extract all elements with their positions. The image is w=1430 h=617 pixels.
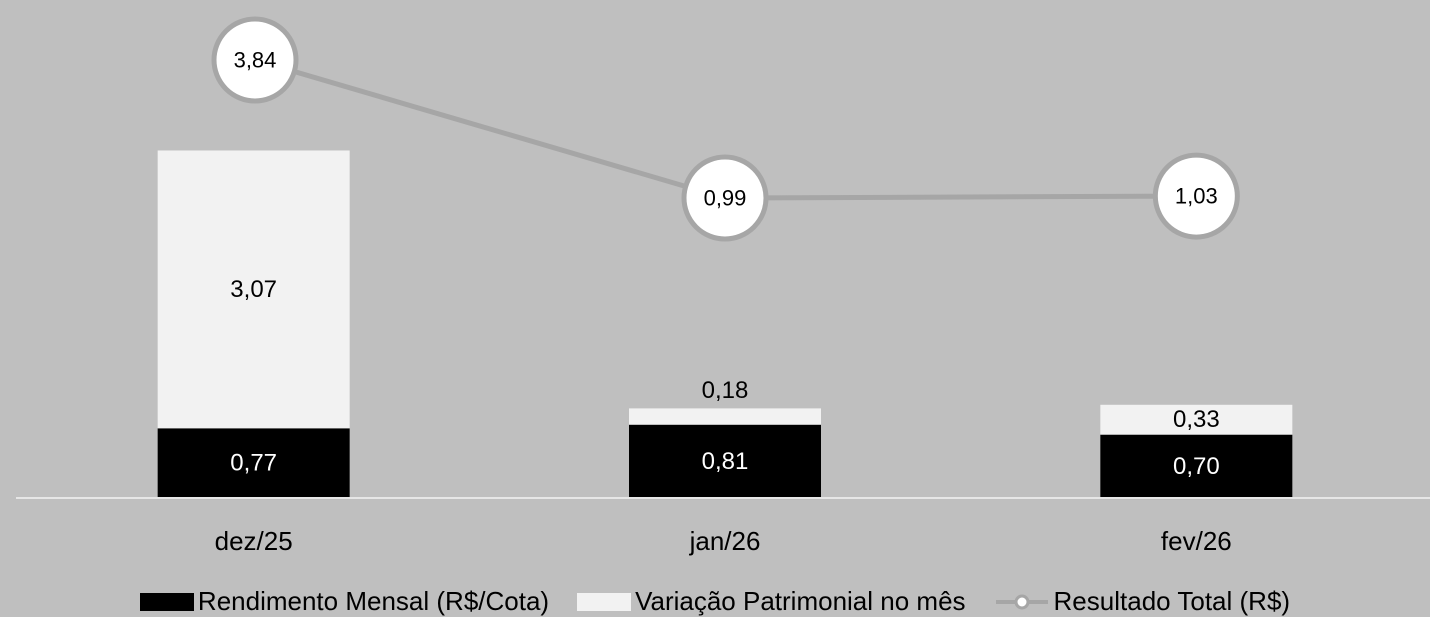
legend-label-variacao: Variação Patrimonial no mês	[635, 586, 966, 616]
legend-item-variacao: Variação Patrimonial no mês	[577, 586, 966, 617]
line-point	[681, 154, 769, 242]
bar-segment	[1100, 434, 1293, 498]
x-tick-label: jan/26	[689, 526, 761, 556]
x-tick-label: fev/26	[1161, 526, 1232, 556]
line-point	[1152, 152, 1240, 240]
legend-label-rendimento: Rendimento Mensal (R$/Cota)	[197, 586, 550, 616]
bar-segment	[1100, 404, 1293, 435]
chart-legend: Rendimento Mensal (R$/Cota) Variação Pat…	[0, 586, 1430, 617]
line-data-label: 1,03	[1175, 184, 1218, 209]
bar-segment	[629, 408, 821, 425]
x-tick-label: dez/25	[215, 526, 293, 556]
bar-data-label: 0,81	[702, 448, 749, 475]
bar-data-label: 0,77	[230, 450, 277, 477]
legend-swatch-rendimento	[139, 592, 194, 611]
legend-item-rendimento: Rendimento Mensal (R$/Cota)	[139, 586, 550, 617]
line-point	[211, 16, 299, 104]
legend-swatch-variacao	[577, 592, 632, 611]
bar-data-label: 0,33	[1173, 406, 1220, 433]
legend-label-resultado: Resultado Total (R$)	[1053, 586, 1291, 616]
bar-data-label: 3,07	[230, 276, 277, 303]
line-data-label: 0,99	[704, 186, 747, 211]
legend-item-resultado: Resultado Total (R$)	[994, 586, 1291, 617]
bar-data-label: 0,18	[702, 377, 749, 404]
bar-segment	[157, 150, 350, 429]
bar-segment	[629, 424, 821, 498]
legend-swatch-resultado	[995, 594, 1048, 609]
bar-segment	[157, 428, 350, 498]
bar-data-label: 0,70	[1173, 453, 1220, 480]
line-data-label: 3,84	[234, 48, 277, 73]
